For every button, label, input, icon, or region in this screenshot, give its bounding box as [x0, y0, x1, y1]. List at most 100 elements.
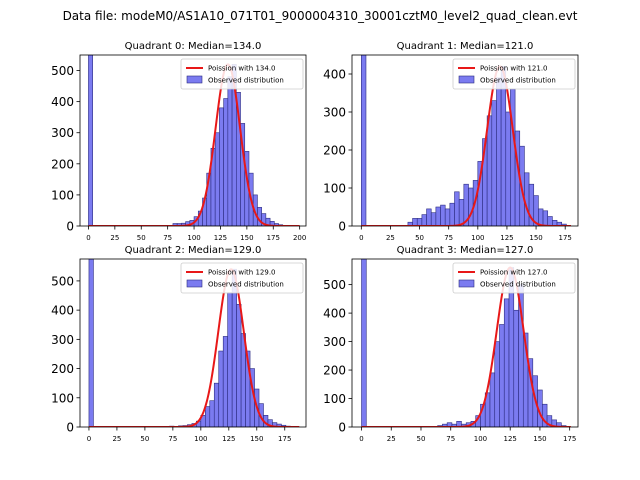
x-tick-label: 75 [168, 435, 177, 443]
y-tick-label: 100 [323, 182, 346, 196]
histogram-bar [416, 218, 423, 226]
y-tick-label: 0 [338, 421, 346, 435]
y-tick-label: 500 [51, 274, 74, 288]
y-tick-label: 500 [323, 278, 346, 292]
histogram-bar [222, 336, 228, 427]
histogram-bar [227, 292, 233, 427]
x-tick-label: 25 [112, 435, 121, 443]
x-tick-label: 150 [529, 234, 542, 242]
legend: Poission with 127.0 Observed distribution [452, 262, 576, 294]
histogram-bar [496, 77, 502, 226]
histogram-bar [88, 55, 93, 226]
quadrant-0-plot: 0 25 50 75 100 125 150 175 200 0 100 200 300 400 500 Qu… [51, 41, 307, 242]
legend-label-poisson: Poission with 121.0 [480, 65, 548, 73]
x-tick-label: 25 [386, 234, 395, 242]
y-tick-label: 0 [66, 220, 74, 234]
y-tick-label: 200 [323, 364, 346, 378]
legend-bar-swatch [186, 279, 203, 288]
legend: Poission with 134.0 Observed distribution [180, 58, 304, 90]
x-tick-label: 150 [250, 435, 263, 443]
legend-bar-swatch [458, 75, 475, 84]
quadrant-3-data [361, 259, 571, 427]
y-tick-label: 200 [323, 144, 346, 158]
histogram-bar [486, 115, 493, 226]
histogram-bar [542, 210, 549, 226]
x-tick-label: 100 [187, 234, 200, 242]
x-tick-label: 75 [446, 435, 455, 443]
histogram-bar [491, 100, 497, 226]
legend-bar-swatch [186, 75, 203, 84]
y-tick-label: 100 [323, 392, 346, 406]
histogram-bar [449, 202, 455, 226]
figure-suptitle: Data file: modeM0/AS1A10_071T01_90000043… [63, 9, 578, 23]
y-tick-label: 300 [51, 126, 74, 140]
x-tick-label: 50 [415, 234, 424, 242]
x-tick-label: 50 [140, 435, 149, 443]
x-tick-label: 125 [222, 435, 235, 443]
histogram-bar [444, 208, 451, 226]
quadrant-title: Quadrant 3: Median=127.0 [397, 245, 534, 256]
x-tick-label: 100 [474, 435, 487, 443]
x-tick-label: 100 [471, 234, 484, 242]
legend-label-poisson: Poission with 134.0 [208, 65, 276, 73]
x-tick-label: 150 [240, 234, 253, 242]
histogram-bar [227, 76, 233, 226]
x-tick-label: 150 [533, 435, 546, 443]
histogram-bar [494, 341, 500, 427]
y-tick-label: 100 [51, 391, 74, 405]
x-tick-label: 0 [359, 234, 363, 242]
histogram-bar [223, 98, 229, 226]
histogram-bar [213, 382, 220, 427]
x-tick-label: 100 [194, 435, 207, 443]
histogram-bar [430, 212, 437, 226]
quadrant-title: Quadrant 2: Median=129.0 [125, 245, 262, 256]
y-tick-label: 300 [51, 333, 74, 347]
y-tick-label: 400 [323, 68, 346, 82]
x-tick-label: 0 [359, 435, 363, 443]
axes-frame [351, 54, 579, 227]
x-tick-label: 0 [87, 435, 91, 443]
histogram-bar [503, 298, 510, 427]
x-tick-label: 25 [387, 435, 396, 443]
quadrant-title: Quadrant 1: Median=121.0 [397, 41, 534, 52]
quadrant-0-data [88, 55, 300, 226]
y-tick-label: 200 [51, 362, 74, 376]
y-tick-label: 0 [338, 220, 346, 234]
x-tick-label: 125 [500, 234, 513, 242]
legend-label-observed: Observed distribution [480, 77, 556, 85]
histogram-bar [556, 422, 562, 427]
x-tick-label: 125 [214, 234, 227, 242]
histogram-bar [205, 406, 211, 427]
quadrant-3-plot: 0 25 50 75 100 125 150 175 0 100 200 300 400 500 Quadr… [323, 245, 579, 443]
histogram-bar [218, 350, 224, 427]
poisson-curve [361, 65, 572, 226]
x-tick-label: 175 [558, 234, 571, 242]
x-tick-label: 50 [417, 435, 426, 443]
histogram-bar [361, 55, 367, 226]
poisson-curve [361, 266, 571, 427]
histogram-bar [88, 259, 94, 427]
axes-frame [351, 258, 579, 428]
y-tick-label: 200 [51, 157, 74, 171]
histogram-bar [499, 324, 505, 427]
legend-label-poisson: Poission with 129.0 [208, 269, 276, 277]
x-tick-label: 50 [137, 234, 146, 242]
legend-box [180, 262, 304, 294]
histogram-bar [513, 309, 519, 427]
legend-box [180, 58, 304, 90]
histogram-bar [214, 132, 220, 226]
x-tick-label: 175 [278, 435, 291, 443]
y-tick-label: 400 [51, 304, 74, 318]
y-tick-label: 500 [51, 64, 74, 78]
histogram-bar [489, 372, 496, 427]
y-tick-label: 400 [51, 95, 74, 109]
y-tick-label: 300 [323, 106, 346, 120]
histogram-bar [426, 208, 432, 226]
histogram-bar [361, 259, 367, 427]
x-tick-label: 175 [267, 234, 280, 242]
legend-box [452, 262, 576, 294]
y-tick-label: 100 [51, 188, 74, 202]
legend-label-poisson: Poission with 127.0 [480, 269, 548, 277]
histogram-bar [209, 400, 215, 427]
